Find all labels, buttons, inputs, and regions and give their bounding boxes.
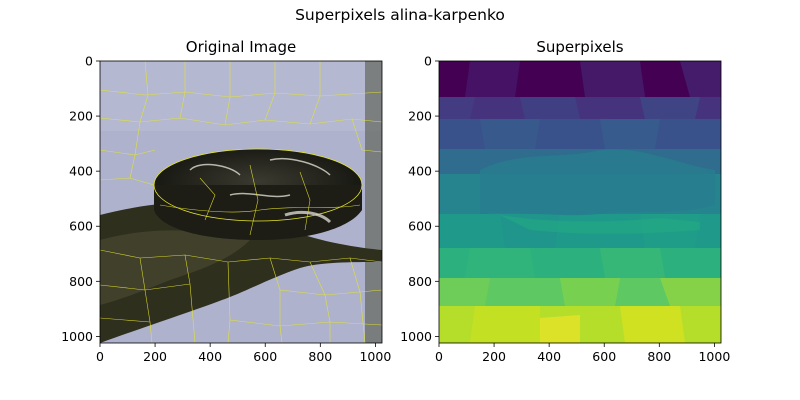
ytick-label: 600 [408,219,432,234]
panel-superpixels-title: Superpixels [536,38,623,56]
xtick-label: 1000 [698,349,730,364]
panel-original: Original Image [99,38,383,344]
xtick-label: 0 [435,349,443,364]
figure-suptitle: Superpixels alina-karpenko [295,6,505,24]
ytick-label: 200 [408,109,432,124]
panel-original-frame [99,60,383,344]
xtick-label: 0 [96,349,104,364]
panel-superpixels-frame [438,60,722,344]
original-image [100,61,382,343]
ytick-label: 800 [69,274,93,289]
ytick-label: 800 [408,274,432,289]
ytick-label: 0 [85,54,93,69]
superpixel-map [439,61,721,343]
panel-original-title: Original Image [186,38,296,56]
ytick-label: 0 [424,54,432,69]
xtick-label: 600 [592,349,616,364]
ytick-label: 1000 [400,329,432,344]
xtick-label: 400 [198,349,222,364]
xtick-label: 200 [143,349,167,364]
ytick-label: 400 [69,164,93,179]
panel-superpixels: Superpixels [438,38,722,344]
ytick-label: 1000 [61,329,93,344]
ytick-label: 600 [69,219,93,234]
ytick-label: 200 [69,109,93,124]
ytick-label: 400 [408,164,432,179]
xtick-label: 600 [253,349,277,364]
xtick-label: 800 [647,349,671,364]
xtick-label: 200 [482,349,506,364]
xtick-label: 800 [308,349,332,364]
xtick-label: 1000 [359,349,391,364]
xtick-label: 400 [537,349,561,364]
